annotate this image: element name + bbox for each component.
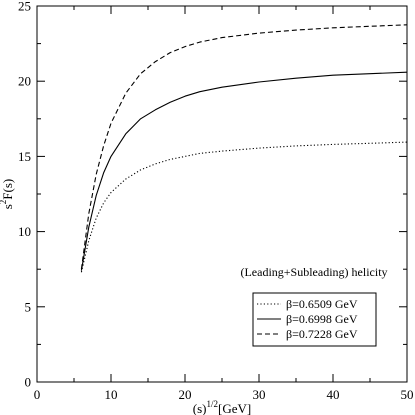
x-axis-label: (s)1/2[GeV] <box>193 399 251 415</box>
legend-label-3: β=0.7228 GeV <box>286 327 358 341</box>
y-axis-label-rest: F(s) <box>0 179 15 200</box>
x-tick-label: 20 <box>179 387 192 402</box>
x-tick-label: 0 <box>34 387 41 402</box>
plot-frame <box>36 5 408 383</box>
x-axis-label-sup: 1/2 <box>206 399 218 409</box>
y-axis-label-sup: 2 <box>0 200 8 205</box>
legend-label-1: β=0.6509 GeV <box>286 297 358 311</box>
x-tick-label: 40 <box>327 387 340 402</box>
y-tick-label: 25 <box>18 0 31 14</box>
legend-label-2: β=0.6998 GeV <box>286 312 358 326</box>
series-layer <box>80 24 408 273</box>
series-line-2 <box>80 71 408 271</box>
tick-labels: 0 10 20 30 40 50 0 5 10 15 20 25 <box>18 0 414 402</box>
y-axis-label-base: s <box>0 204 15 209</box>
series-line-3 <box>80 24 408 270</box>
x-tick-label: 30 <box>253 387 266 402</box>
legend-header: (Leading+Subleading) helicity <box>240 265 387 279</box>
x-tick-label: 10 <box>105 387 118 402</box>
y-tick-label: 0 <box>25 375 32 390</box>
y-axis-label: s2F(s) <box>0 179 15 210</box>
y-tick-label: 20 <box>18 74 31 89</box>
x-tick-label: 50 <box>401 387 414 402</box>
y-tick-label: 5 <box>25 299 32 314</box>
y-tick-label: 10 <box>18 224 31 239</box>
series-line-1 <box>80 141 408 273</box>
x-axis-label-base: (s) <box>193 401 207 415</box>
y-tick-label: 15 <box>18 149 31 164</box>
x-axis-label-unit: [GeV] <box>218 401 251 415</box>
